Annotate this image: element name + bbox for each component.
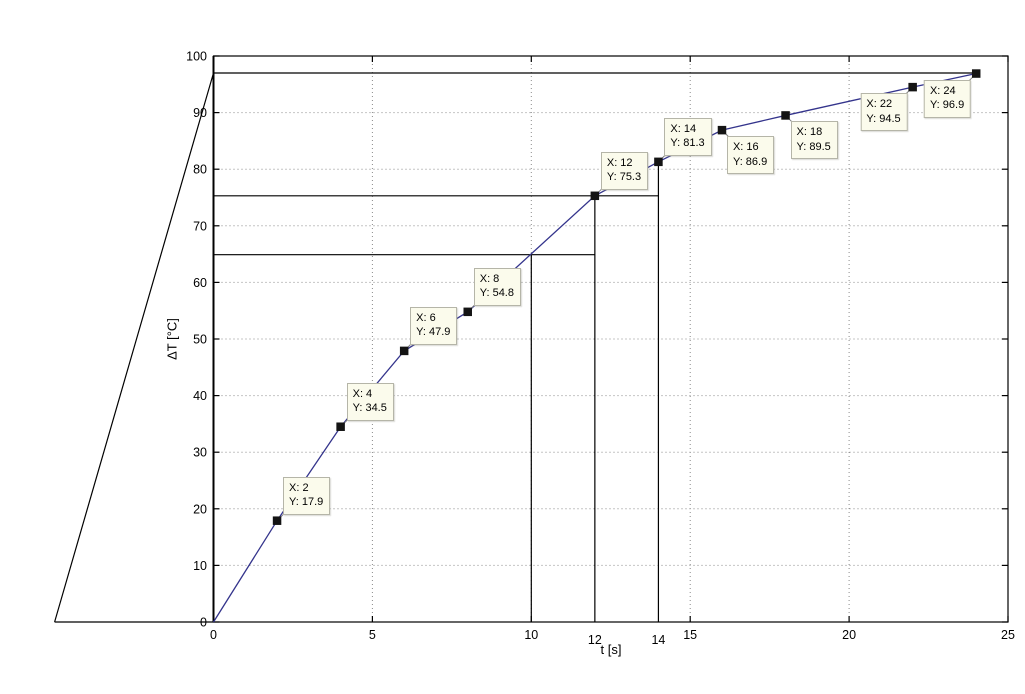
x-extra-tick-label: 14 xyxy=(651,633,665,647)
y-tick-label: 0 xyxy=(200,616,207,630)
data-point-marker[interactable] xyxy=(590,191,600,201)
y-tick-label: 80 xyxy=(193,163,207,177)
datatip-x-value: X: 8 xyxy=(479,272,500,285)
x-axis-label: t [s] xyxy=(600,642,622,657)
datatip-y-value: Y: 75.3 xyxy=(606,171,642,184)
x-tick-label: 5 xyxy=(369,628,376,642)
y-tick-label: 70 xyxy=(193,219,207,233)
datatip-x8[interactable]: X: 8 Y: 54.8 xyxy=(473,267,521,306)
datatip-y-value: Y: 96.9 xyxy=(929,99,965,112)
y-tick-label: 40 xyxy=(193,389,207,403)
data-point-marker[interactable] xyxy=(781,111,790,120)
datatip-x6[interactable]: X: 6 Y: 47.9 xyxy=(410,306,458,345)
datatip-x-value: X: 2 xyxy=(289,481,309,494)
datatip-y-value: Y: 54.8 xyxy=(479,287,514,300)
x-extra-tick-label: 12 xyxy=(588,633,602,647)
x-tick-label: 10 xyxy=(524,628,538,642)
datatip-y-value: Y: 17.9 xyxy=(289,496,324,509)
y-tick-label: 100 xyxy=(186,50,207,64)
data-point-marker[interactable] xyxy=(336,422,345,431)
x-tick-label: 25 xyxy=(1001,628,1015,642)
datatip-y-value: Y: 81.3 xyxy=(670,137,705,150)
datatip-x-value: X: 16 xyxy=(732,141,759,154)
datatip-x4[interactable]: X: 4 Y: 34.5 xyxy=(346,382,394,421)
datatip-x-value: X: 24 xyxy=(929,84,956,97)
datatip-x22[interactable]: X: 22 Y: 94.5 xyxy=(860,93,908,132)
data-point-marker[interactable] xyxy=(463,307,472,317)
data-point-marker[interactable] xyxy=(971,69,981,78)
x-tick-label: 15 xyxy=(683,628,697,642)
datatip-x18[interactable]: X: 18 Y: 89.5 xyxy=(790,121,838,160)
datatip-x-value: X: 12 xyxy=(606,156,633,169)
data-point-marker[interactable] xyxy=(717,125,727,135)
datatip-x24[interactable]: X: 24 Y: 96.9 xyxy=(923,79,972,118)
y-tick-label: 10 xyxy=(193,559,207,573)
data-point-marker[interactable] xyxy=(908,82,917,92)
datatip-x-value: X: 18 xyxy=(796,126,823,139)
datatip-x-value: X: 22 xyxy=(866,98,893,111)
data-point-marker[interactable] xyxy=(272,516,282,525)
y-tick-label: 20 xyxy=(193,502,207,516)
datatip-x-value: X: 4 xyxy=(352,387,373,400)
datatip-x14[interactable]: X: 14 Y: 81.3 xyxy=(664,117,712,156)
data-point-marker[interactable] xyxy=(654,157,663,167)
datatip-y-value: Y: 89.5 xyxy=(796,140,831,153)
y-tick-label: 50 xyxy=(193,333,207,347)
data-point-marker[interactable] xyxy=(399,346,409,356)
x-tick-label: 0 xyxy=(210,628,217,642)
y-axis-label: ΔT [°C] xyxy=(164,318,180,360)
tangent-line xyxy=(54,72,215,623)
datatip-x16[interactable]: X: 16 Y: 86.9 xyxy=(726,136,775,175)
datatip-y-value: Y: 86.9 xyxy=(732,155,768,168)
datatip-x-value: X: 6 xyxy=(416,311,436,324)
datatip-y-value: Y: 94.5 xyxy=(866,112,901,125)
datatip-x12[interactable]: X: 12 Y: 75.3 xyxy=(600,151,649,190)
datatip-x-value: X: 14 xyxy=(670,122,697,135)
x-tick-label: 20 xyxy=(842,628,856,642)
datatip-y-value: Y: 34.5 xyxy=(352,402,387,415)
y-tick-label: 30 xyxy=(193,446,207,460)
y-tick-label: 60 xyxy=(193,276,207,290)
y-tick-label: 90 xyxy=(193,106,207,120)
datatip-x2[interactable]: X: 2 Y: 17.9 xyxy=(283,476,331,515)
datatip-y-value: Y: 47.9 xyxy=(416,326,451,339)
